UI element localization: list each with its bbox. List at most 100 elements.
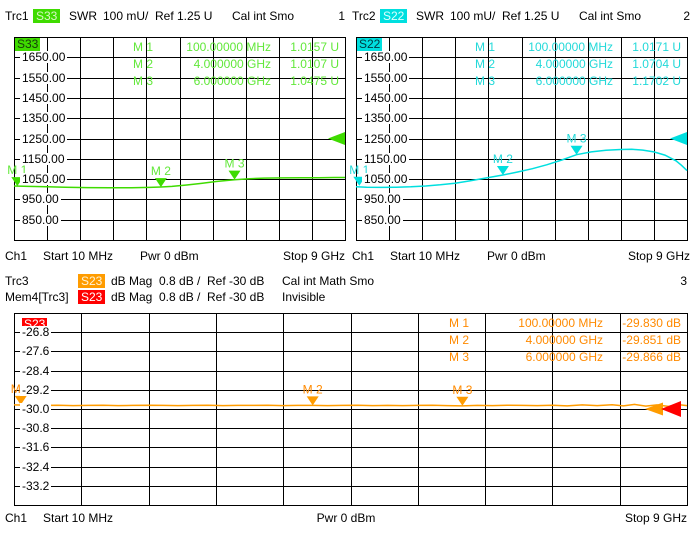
y-axis-label: 1550.00 — [362, 71, 410, 85]
header-trc2: Trc2 S22 SWR 100 mU/ Ref 1.25 U Cal int … — [352, 9, 690, 24]
header-mem4: Mem4[Trc3] S23 dB Mag 0.8 dB / Ref -30 d… — [5, 290, 687, 305]
channel-number: 3 — [680, 274, 687, 288]
y-axis-label: 1450.00 — [362, 91, 410, 105]
trace-trc2[interactable] — [355, 148, 688, 189]
channel-number: 1 — [338, 9, 345, 23]
marker-readout-stimulus: 6.000000 GHz — [525, 350, 603, 364]
trace-format: SWR — [69, 9, 97, 23]
channel-number: 2 — [683, 9, 690, 23]
trace-format: dB Mag — [111, 274, 153, 288]
marker-readout-stimulus: 4.000000 GHz — [535, 57, 613, 71]
trace-trc3[interactable] — [13, 403, 688, 408]
trace-state: Invisible — [282, 290, 326, 304]
header-trc3: Trc3 S23 dB Mag 0.8 dB / Ref -30 dB Cal … — [5, 274, 687, 289]
trace-cal: Cal int Smo — [232, 9, 295, 23]
y-axis-label: -27.6 — [20, 344, 52, 358]
marker-readout-row: M 1 100.00000 MHz 1.0157 U — [133, 39, 339, 56]
trace-name: Trc3 — [5, 274, 29, 288]
trace-cal: Cal int Smo — [579, 9, 642, 23]
y-axis-label: -28.4 — [20, 364, 52, 378]
y-axis-label: -26.8 — [20, 325, 52, 339]
marker-readout-stimulus: 100.00000 MHz — [186, 40, 271, 54]
marker-m1[interactable] — [14, 395, 27, 405]
marker-readout-stimulus: 100.00000 MHz — [518, 316, 603, 330]
marker-m2[interactable] — [496, 165, 509, 175]
marker-readout-row: M 1 100.00000 MHz 1.0171 U — [475, 39, 681, 56]
marker-label: M 3 — [567, 132, 587, 146]
y-axis-label: 1350.00 — [362, 111, 410, 125]
trace-ref: Ref 1.25 U — [155, 9, 213, 23]
marker-m3[interactable] — [456, 396, 469, 406]
trace-param-chip[interactable]: S33 — [33, 9, 61, 23]
trace-ref: Ref 1.25 U — [502, 9, 560, 23]
marker-label: M 3 — [452, 383, 472, 397]
marker-readout-response: 1.0475 U — [290, 74, 339, 88]
marker-readout-row: M 2 4.000000 GHz -29.851 dB — [449, 332, 681, 349]
marker-readout-name: M 1 — [475, 40, 496, 54]
trace-ref: Ref -30 dB — [207, 274, 265, 288]
marker-m2[interactable] — [154, 178, 167, 188]
y-axis-label: 1350.00 — [20, 111, 68, 125]
marker-readout-name: M 1 — [133, 40, 154, 54]
marker-readout-response: 1.1702 U — [632, 74, 681, 88]
trace-param-chip[interactable]: S22 — [380, 9, 408, 23]
ref-arrow-mem4[interactable] — [661, 401, 681, 417]
start-freq: Start 10 MHz — [43, 511, 114, 525]
ref-arrow[interactable] — [670, 132, 687, 145]
y-axis-label: 1050.00 — [20, 172, 68, 186]
marker-m2[interactable] — [306, 396, 319, 406]
start-freq: Start 10 MHz — [43, 249, 114, 263]
grid-trace-label-s33[interactable]: S33 — [15, 37, 41, 51]
y-axis-label: 1450.00 — [20, 91, 68, 105]
marker-readout-name: M 2 — [475, 57, 496, 71]
power-level: Pwr 0 dBm — [487, 249, 546, 263]
power-level: Pwr 0 dBm — [140, 249, 199, 263]
marker-readout-trc3: M 1 100.00000 MHz -29.830 dB M 2 4.000000 GH… — [449, 315, 681, 366]
marker-readout-row: M 1 100.00000 MHz -29.830 dB — [449, 315, 681, 332]
marker-label: M 2 — [493, 152, 513, 166]
marker-readout-row: M 3 6.000000 GHz 1.0475 U — [133, 73, 339, 90]
marker-m3[interactable] — [570, 145, 583, 155]
y-axis-label: 1550.00 — [20, 71, 68, 85]
marker-m3[interactable] — [228, 170, 241, 180]
trace-param-chip[interactable]: S23 — [78, 290, 106, 304]
stop-freq: Stop 9 GHz — [282, 249, 345, 263]
marker-readout-stimulus: 100.00000 MHz — [528, 40, 613, 54]
ref-arrow-trc3[interactable] — [645, 402, 663, 416]
marker-readout-name: M 3 — [475, 74, 496, 88]
marker-readout-row: M 2 4.000000 GHz 1.0704 U — [475, 56, 681, 73]
ref-arrow[interactable] — [328, 132, 345, 145]
marker-readout-name: M 2 — [449, 333, 470, 347]
marker-readout-trc1: M 1 100.00000 MHz 1.0157 U M 2 4.000000 GHz 1… — [133, 39, 339, 90]
trace-name: Trc1 — [5, 9, 29, 23]
marker-readout-response: 1.0107 U — [290, 57, 339, 71]
panel-trc3: M 1 M 2 M 3 — [11, 313, 688, 506]
grid-trace-label-s22[interactable]: S22 — [357, 37, 383, 51]
trace-param-chip[interactable]: S23 — [78, 274, 106, 288]
footer-ch1-bottom: Ch1 Start 10 MHz Pwr 0 dBm Stop 9 GHz — [5, 511, 687, 526]
marker-readout-stimulus: 4.000000 GHz — [525, 333, 603, 347]
marker-readout-response: -29.830 dB — [622, 316, 681, 330]
y-axis-label: 1650.00 — [20, 50, 68, 64]
y-axis-label: -33.2 — [20, 479, 52, 493]
trace-trc1[interactable] — [13, 176, 345, 189]
marker-readout-response: -29.866 dB — [622, 350, 681, 364]
trace-name: Trc2 — [352, 9, 376, 23]
y-axis-label: -32.4 — [20, 460, 52, 474]
y-axis-label: 950.00 — [20, 192, 61, 206]
marker-label: M 3 — [225, 157, 245, 171]
panel-trc1: M 1 M 2 M 3 — [7, 37, 346, 241]
marker-label: M 2 — [151, 164, 171, 178]
marker-readout-response: 1.0704 U — [632, 57, 681, 71]
channel-label: Ch1 — [5, 249, 28, 263]
y-axis-label: 850.00 — [20, 213, 61, 227]
y-axis-label: 1150.00 — [20, 152, 67, 166]
marker-readout-trc2: M 1 100.00000 MHz 1.0171 U M 2 4.000000 GHz 1… — [475, 39, 681, 90]
y-axis-label: -29.2 — [20, 383, 52, 397]
start-freq: Start 10 MHz — [390, 249, 461, 263]
trace-cal: Cal int Math Smo — [282, 274, 375, 288]
channel-label: Ch1 — [352, 249, 375, 263]
stop-freq: Stop 9 GHz — [627, 249, 690, 263]
marker-readout-response: 1.0171 U — [632, 40, 681, 54]
marker-readout-row: M 3 6.000000 GHz -29.866 dB — [449, 349, 681, 366]
